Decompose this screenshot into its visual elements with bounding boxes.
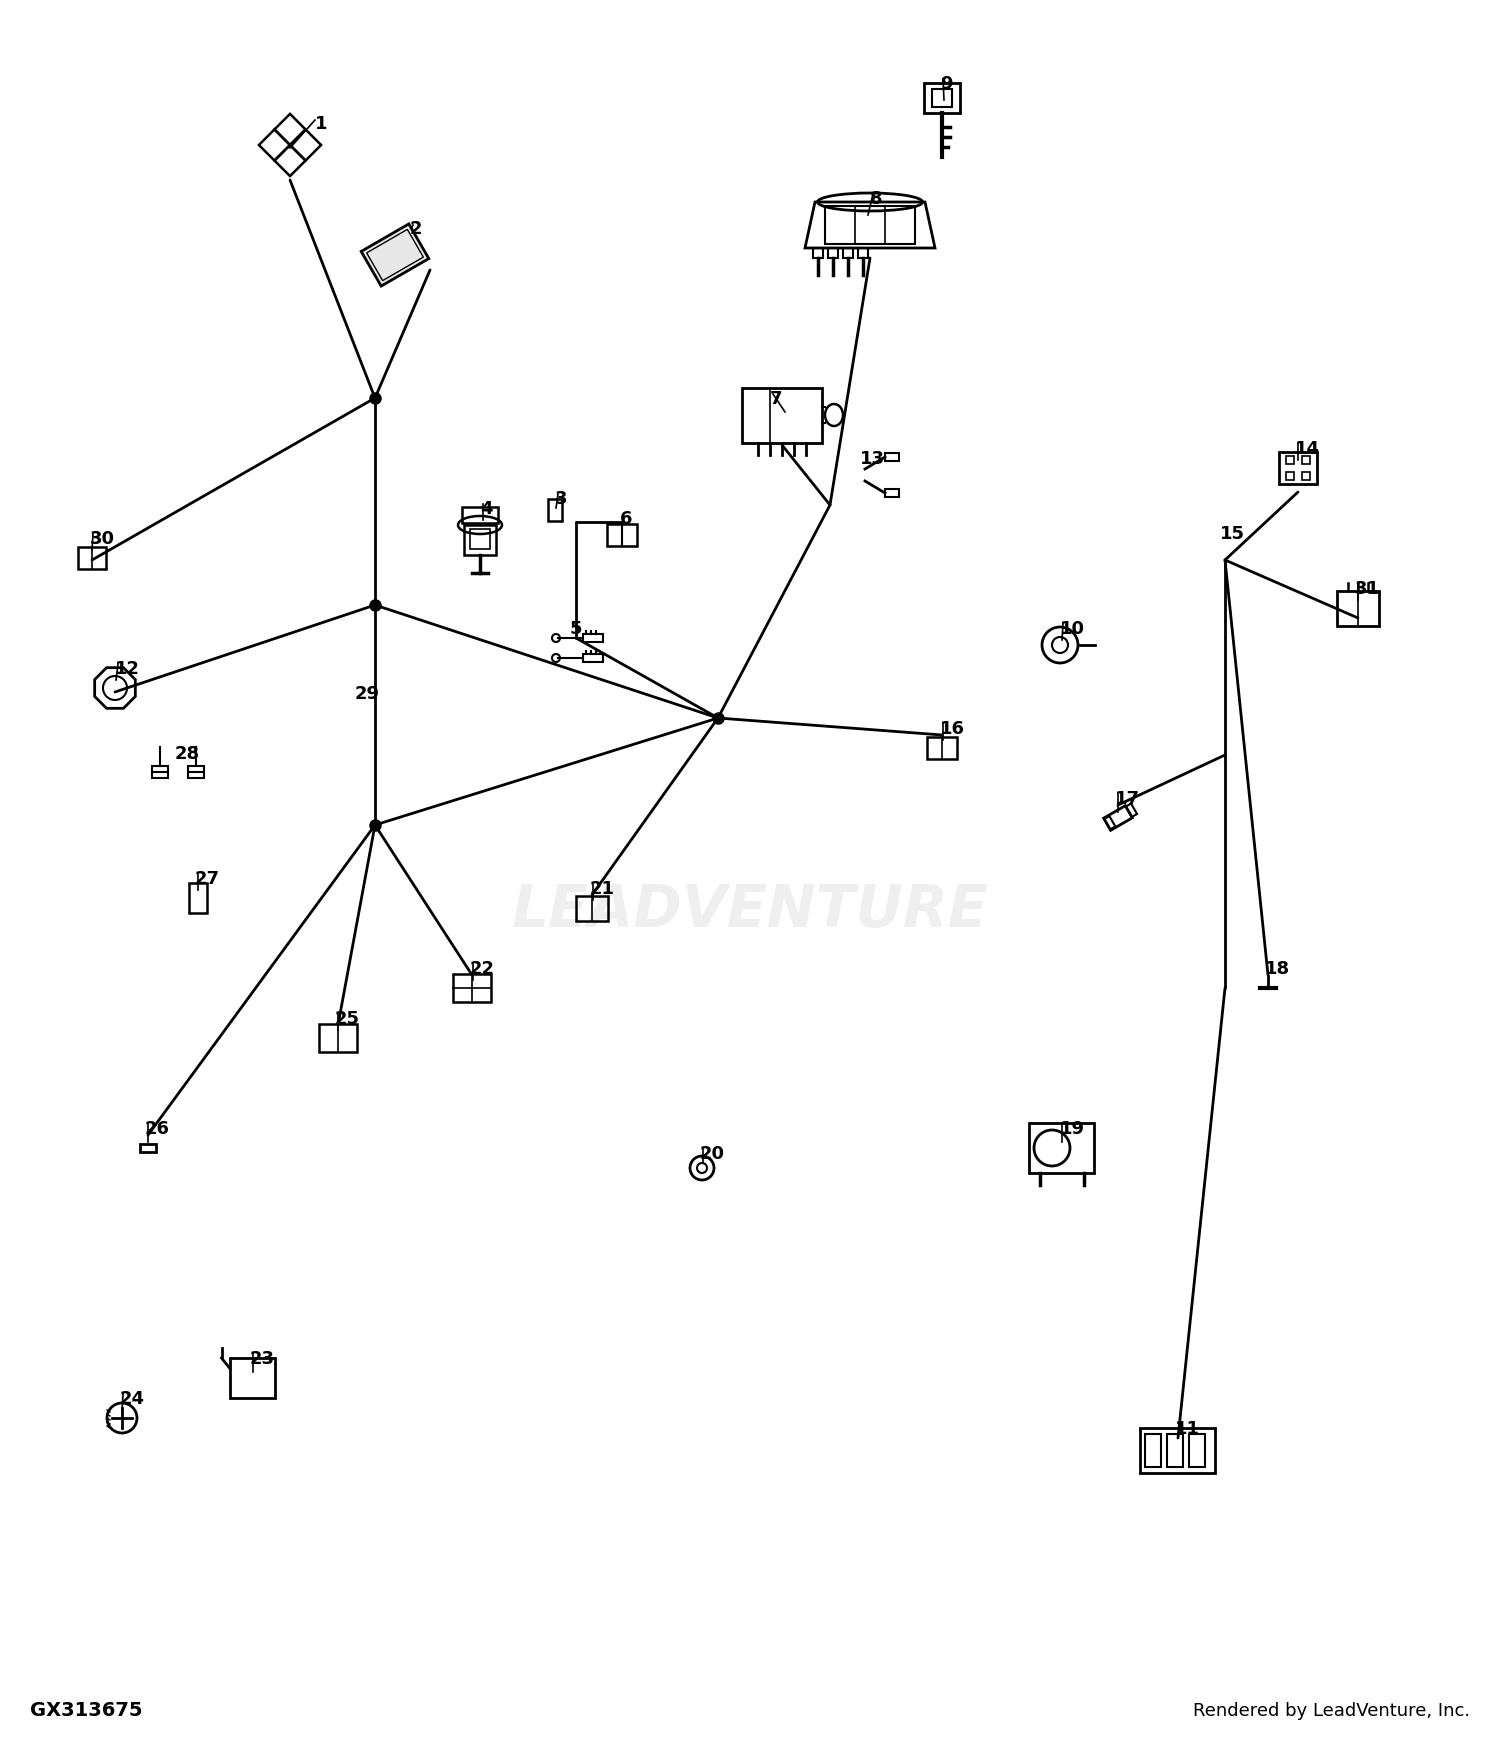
Bar bbox=[1144, 1433, 1161, 1466]
Bar bbox=[189, 884, 207, 914]
Text: 10: 10 bbox=[1060, 620, 1084, 639]
Bar bbox=[584, 634, 603, 642]
Bar bbox=[470, 528, 490, 550]
Text: 12: 12 bbox=[116, 660, 140, 677]
Bar bbox=[366, 229, 423, 280]
Bar bbox=[78, 548, 106, 569]
Text: 31: 31 bbox=[1354, 579, 1380, 598]
Bar bbox=[464, 525, 496, 555]
Bar bbox=[576, 896, 608, 920]
Text: 27: 27 bbox=[195, 870, 220, 887]
Text: 11: 11 bbox=[1174, 1419, 1200, 1438]
Bar bbox=[1167, 1433, 1184, 1466]
Text: 29: 29 bbox=[356, 684, 380, 704]
Bar bbox=[548, 499, 562, 522]
Bar bbox=[1029, 1124, 1095, 1172]
Text: 23: 23 bbox=[251, 1349, 274, 1368]
Text: 24: 24 bbox=[120, 1390, 146, 1409]
Text: 17: 17 bbox=[1114, 789, 1140, 808]
Bar bbox=[608, 523, 638, 546]
Bar bbox=[462, 507, 498, 523]
Text: 14: 14 bbox=[1294, 439, 1320, 458]
Bar bbox=[290, 130, 321, 161]
Bar bbox=[1140, 1428, 1215, 1472]
Bar bbox=[274, 145, 306, 177]
Bar bbox=[1104, 816, 1116, 829]
Text: 1: 1 bbox=[315, 116, 327, 133]
Bar bbox=[1286, 457, 1294, 464]
Text: 30: 30 bbox=[90, 530, 116, 548]
Bar bbox=[828, 248, 839, 257]
Bar bbox=[924, 82, 960, 114]
Bar bbox=[362, 224, 429, 285]
Bar bbox=[825, 206, 915, 243]
Bar bbox=[1302, 473, 1310, 480]
Bar bbox=[885, 453, 898, 460]
Text: 15: 15 bbox=[1220, 525, 1245, 542]
Text: 2: 2 bbox=[410, 220, 423, 238]
Text: 4: 4 bbox=[480, 500, 492, 518]
Bar bbox=[1104, 805, 1132, 829]
Bar bbox=[260, 130, 290, 161]
Text: 9: 9 bbox=[940, 75, 952, 93]
Bar bbox=[1286, 473, 1294, 480]
Bar bbox=[742, 387, 822, 443]
Text: 3: 3 bbox=[555, 490, 567, 508]
Text: 20: 20 bbox=[700, 1144, 724, 1164]
Bar bbox=[1190, 1433, 1204, 1466]
Bar bbox=[274, 114, 306, 145]
Bar bbox=[152, 766, 168, 779]
Text: 25: 25 bbox=[334, 1010, 360, 1027]
Bar bbox=[1302, 457, 1310, 464]
Text: 6: 6 bbox=[620, 509, 633, 528]
Text: 13: 13 bbox=[859, 450, 885, 467]
Bar bbox=[188, 766, 204, 779]
Bar bbox=[1126, 803, 1137, 817]
Text: 7: 7 bbox=[770, 390, 783, 408]
Text: 21: 21 bbox=[590, 880, 615, 898]
Text: 5: 5 bbox=[570, 620, 582, 639]
Bar bbox=[932, 89, 952, 107]
Bar bbox=[230, 1358, 274, 1398]
Bar bbox=[813, 248, 824, 257]
Bar bbox=[1336, 590, 1378, 625]
Bar bbox=[885, 488, 898, 497]
Bar bbox=[843, 248, 854, 257]
Text: GX313675: GX313675 bbox=[30, 1701, 142, 1720]
Text: 28: 28 bbox=[176, 746, 200, 763]
Text: 18: 18 bbox=[1264, 961, 1290, 978]
Bar bbox=[858, 248, 868, 257]
Text: 26: 26 bbox=[146, 1120, 170, 1138]
Text: LEADVENTURE: LEADVENTURE bbox=[512, 882, 988, 938]
Text: Rendered by LeadVenture, Inc.: Rendered by LeadVenture, Inc. bbox=[1192, 1703, 1470, 1720]
Bar bbox=[927, 737, 957, 760]
Bar bbox=[453, 975, 491, 1003]
Bar bbox=[1280, 452, 1317, 485]
Text: 22: 22 bbox=[470, 961, 495, 978]
Bar bbox=[584, 654, 603, 662]
Text: 19: 19 bbox=[1060, 1120, 1084, 1138]
Bar bbox=[140, 1144, 156, 1152]
Bar bbox=[320, 1024, 357, 1052]
Text: 8: 8 bbox=[870, 191, 882, 208]
Text: 16: 16 bbox=[940, 719, 964, 738]
